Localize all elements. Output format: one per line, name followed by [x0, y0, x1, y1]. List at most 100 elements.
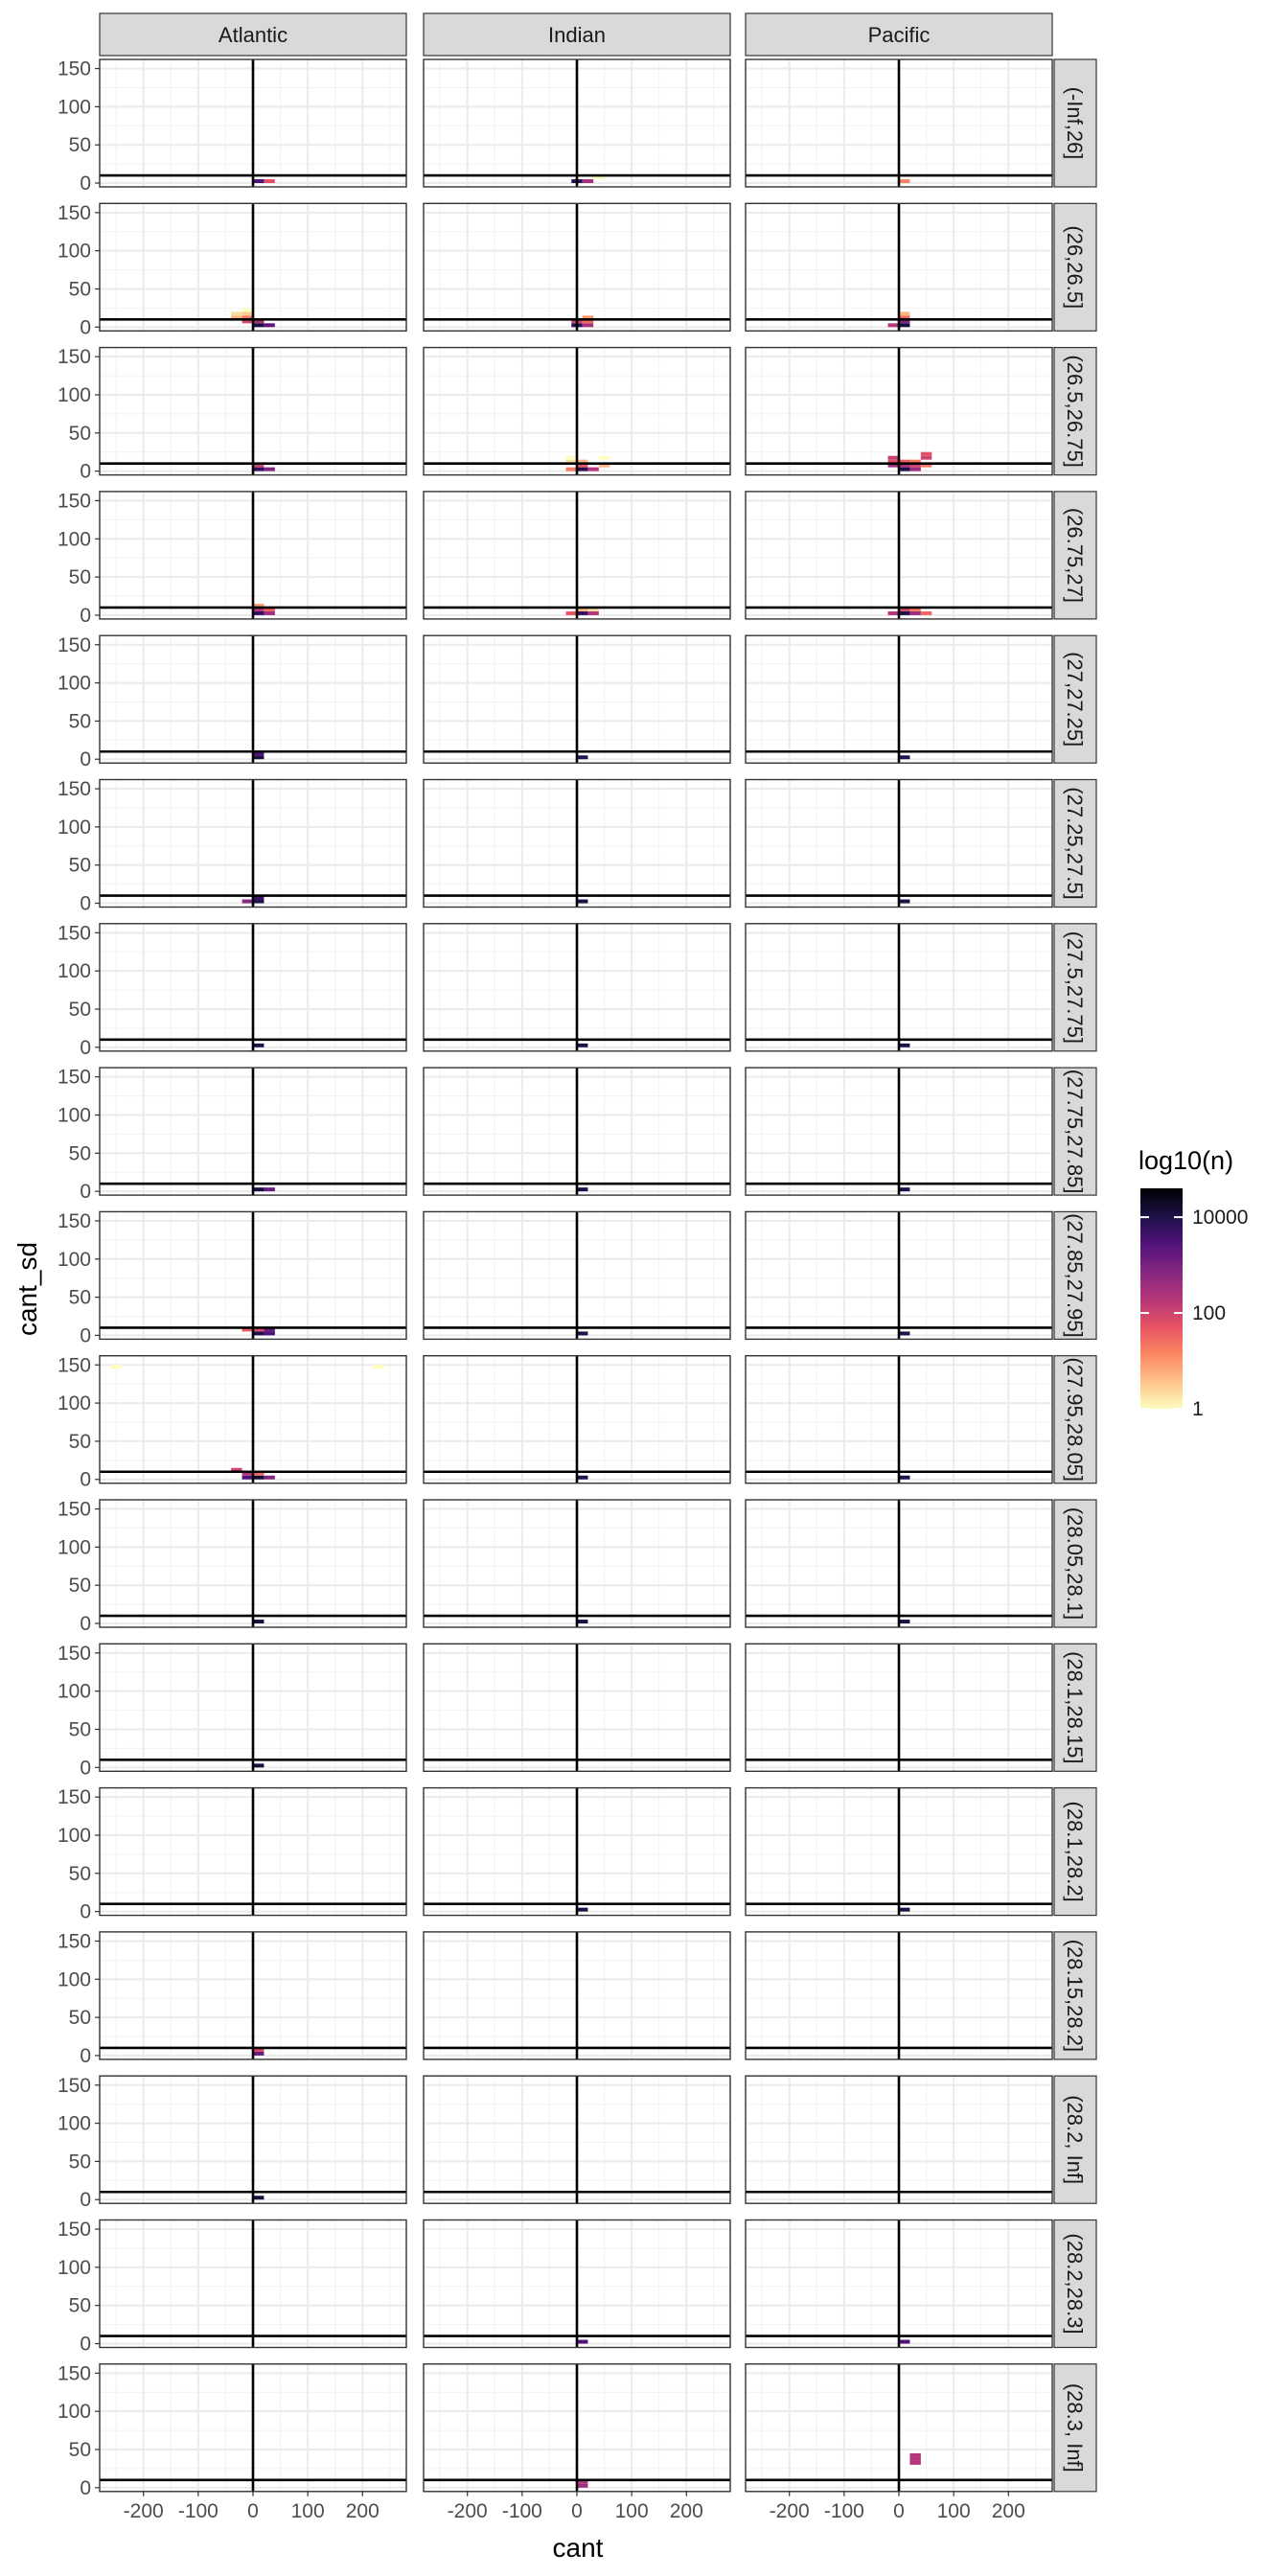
heatmap-cell [577, 2483, 588, 2488]
panel-border [745, 1354, 1053, 1484]
heatmap-cell [253, 895, 264, 900]
y-axis: 0 50 100 150 [58, 634, 100, 770]
heatmap-cell [598, 455, 610, 460]
y-tick-label: 100 [58, 1392, 91, 1414]
panel-pacific-row-1 [745, 202, 1053, 333]
heatmap-cell [593, 175, 605, 180]
heatmap-cell [253, 603, 264, 608]
panel-border [423, 1210, 731, 1341]
panel-indian-row-9 [423, 1354, 731, 1484]
heatmap-cell [242, 311, 253, 316]
heatmap-cell [909, 2456, 921, 2461]
y-tick-label: 100 [58, 1249, 91, 1271]
heatmap-cell [909, 607, 921, 611]
y-axis: 0 50 100 150 [58, 490, 100, 627]
y-axis: 0 50 100 150 [58, 1930, 100, 2067]
panel-border [423, 1643, 731, 1773]
heatmap-cell [887, 463, 899, 468]
heatmap-cell [253, 2196, 264, 2200]
panel-indian-row-14 [423, 2075, 731, 2204]
y-tick-label: 150 [58, 1930, 91, 1952]
panel-border [423, 2075, 731, 2204]
heatmap-cell [899, 179, 910, 184]
heatmap-cell [899, 1043, 910, 1047]
panel-border [423, 923, 731, 1052]
y-tick-label: 100 [58, 2401, 91, 2423]
y-tick-label: 100 [58, 384, 91, 406]
heatmap-cell [577, 755, 588, 760]
panel-atlantic-row-11 [99, 1643, 407, 1773]
heatmap-cell [264, 1187, 275, 1192]
y-tick-label: 50 [69, 999, 91, 1021]
heatmap-cell [577, 899, 588, 904]
panels-layer [99, 58, 1053, 2493]
heatmap-cell [899, 1187, 910, 1192]
y-axis: 0 50 100 150 [58, 1786, 100, 1923]
heatmap-cell [577, 459, 588, 464]
panel-pacific-row-11 [745, 1643, 1053, 1773]
panel-border [99, 1354, 407, 1484]
panel-border [99, 202, 407, 333]
heatmap-cell [582, 319, 594, 324]
x-tick-label: 200 [670, 2500, 703, 2522]
heatmap-cell [899, 1475, 910, 1480]
panel-border [423, 1067, 731, 1196]
row-strip: (27.5,27.75] [1053, 923, 1097, 1052]
y-tick-label: 0 [80, 172, 91, 195]
y-axis: 0 50 100 150 [58, 778, 100, 915]
y-axis: 0 50 100 150 [58, 2075, 100, 2211]
panel-border [99, 778, 407, 908]
heatmap-cell [577, 610, 588, 615]
panel-border [99, 1643, 407, 1773]
x-axis: -200 -100 0 100 200 [124, 2491, 380, 2522]
panel-border [423, 202, 731, 333]
y-tick-label: 50 [69, 1287, 91, 1309]
panel-border [745, 778, 1053, 908]
y-tick-label: 0 [80, 748, 91, 770]
panel-indian-row-1 [423, 202, 731, 333]
row-strip: (27.25,27.5] [1053, 778, 1097, 908]
heatmap-cell [242, 1475, 253, 1480]
panel-atlantic-row-14 [99, 2075, 407, 2204]
y-tick-label: 0 [80, 2334, 91, 2356]
heatmap-cell [577, 2339, 588, 2344]
row-strip: (28.2,28.3] [1053, 2219, 1097, 2349]
row-strip-label: (27.25,27.5] [1063, 787, 1087, 899]
heatmap-cell [899, 607, 910, 611]
row-strip-label: (26,26.5] [1063, 225, 1087, 309]
heatmap-cell [582, 323, 594, 328]
y-axis: 0 50 100 150 [58, 1499, 100, 1635]
x-tick-label: -100 [824, 2500, 864, 2522]
heatmap-cell [110, 1365, 122, 1369]
legend-label: 100 [1192, 1302, 1226, 1324]
y-tick-label: 150 [58, 2362, 91, 2384]
row-strip-label: (28.1,28.15] [1063, 1651, 1087, 1763]
heatmap-cell [598, 463, 610, 468]
panel-atlantic-row-15 [99, 2219, 407, 2349]
panel-pacific-row-0 [745, 58, 1053, 188]
x-tick-label: 200 [992, 2500, 1025, 2522]
y-tick-label: 50 [69, 134, 91, 156]
panel-border [99, 2075, 407, 2204]
heatmap-cell [920, 451, 932, 456]
heatmap-cell [587, 610, 599, 615]
y-tick-label: 100 [58, 1104, 91, 1126]
y-tick-label: 100 [58, 1825, 91, 1847]
panel-border [745, 1931, 1053, 2060]
row-strip-label: (26.75,27] [1063, 508, 1087, 603]
panel-border [99, 58, 407, 188]
row-strip-label: (28.15,28.2] [1063, 1940, 1087, 2052]
row-strip-label: (27.95,28.05] [1063, 1357, 1087, 1482]
panel-border [745, 346, 1053, 476]
heatmap-cell [899, 755, 910, 760]
panel-pacific-row-8 [745, 1210, 1053, 1341]
row-strip: (-Inf,26] [1053, 58, 1097, 188]
heatmap-cell [253, 1043, 264, 1047]
column-strips: Atlantic Indian Pacific [99, 12, 1053, 57]
y-tick-label: 150 [58, 1499, 91, 1521]
panel-atlantic-row-12 [99, 1786, 407, 1917]
panel-border [99, 491, 407, 620]
y-tick-label: 50 [69, 566, 91, 588]
panel-border [745, 2219, 1053, 2349]
x-tick-label: 100 [937, 2500, 971, 2522]
